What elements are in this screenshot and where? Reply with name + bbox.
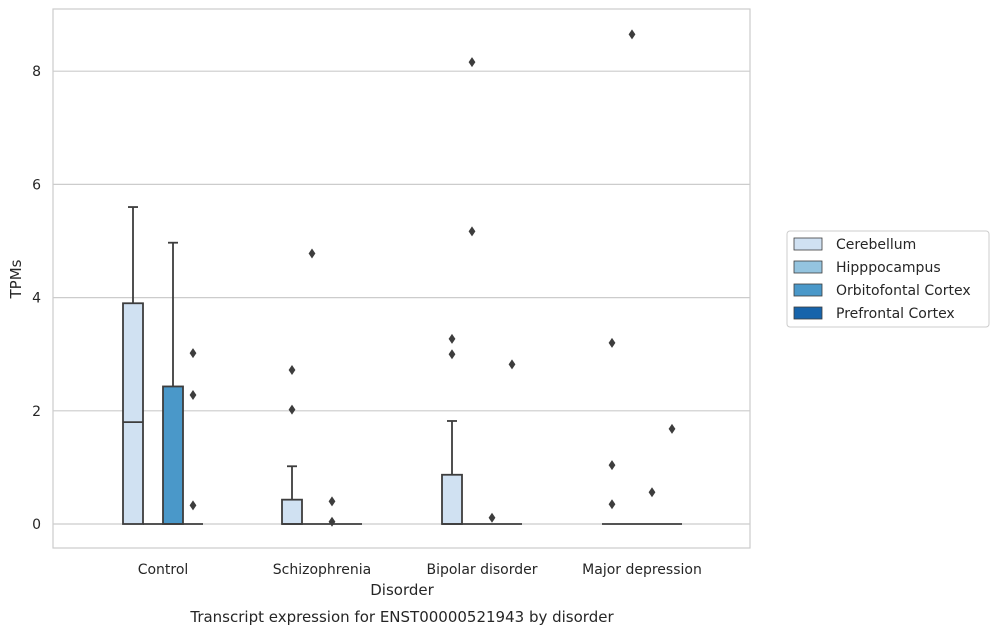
legend-frame [786, 230, 990, 328]
outlier-point [328, 516, 336, 527]
box-group [462, 57, 482, 525]
box-group [122, 206, 144, 525]
y-axis-title: TPMs [7, 259, 25, 299]
box-group [183, 348, 203, 525]
outlier-point [328, 496, 336, 507]
outlier-point [288, 404, 296, 415]
box-group [502, 359, 522, 525]
box-group [642, 487, 662, 525]
box [122, 302, 144, 525]
box-group [482, 512, 502, 525]
y-tick-label: 4 [32, 291, 41, 307]
outlier-point [508, 359, 516, 370]
box-group [602, 337, 622, 525]
legend-swatch [793, 260, 823, 274]
box-group [322, 496, 342, 527]
box-group [622, 29, 642, 525]
outlier-point [448, 349, 456, 360]
legend-label: Cerebellum [836, 237, 916, 253]
box-group [662, 423, 682, 525]
legend-label: Hipppocampus [836, 260, 941, 276]
x-tick-label: Control [138, 562, 189, 578]
y-axis-ticks: 0 2 4 6 8 [32, 64, 41, 533]
outlier-point [608, 499, 616, 510]
x-tick-label: Schizophrenia [273, 562, 371, 578]
box-group [441, 333, 463, 525]
outlier-point [468, 226, 476, 237]
y-tick-label: 8 [32, 64, 41, 80]
outlier-point [668, 423, 676, 434]
box [441, 473, 463, 525]
gridlines [53, 70, 750, 525]
outlier-point [628, 29, 636, 40]
y-tick-label: 2 [32, 404, 41, 420]
outlier-point [288, 365, 296, 376]
x-axis-title: Disorder [370, 581, 434, 599]
outlier-point [189, 348, 197, 359]
plot-area-frame [52, 8, 751, 549]
outlier-point [189, 389, 197, 400]
legend-label: Prefrontal Cortex [836, 306, 955, 322]
legend-swatch [793, 306, 823, 320]
box-group [302, 248, 322, 525]
outlier-point [608, 337, 616, 348]
outlier-point [648, 487, 656, 498]
chart-caption: Transcript expression for ENST0000052194… [189, 608, 614, 626]
y-tick-label: 0 [32, 517, 41, 533]
outlier-point [608, 460, 616, 471]
legend-swatch [793, 283, 823, 297]
outlier-point [308, 248, 316, 259]
legend-swatch [793, 237, 823, 251]
box-group [281, 365, 303, 525]
x-axis-ticks: Control Schizophrenia Bipolar disorder Majo… [138, 562, 702, 578]
box [281, 498, 303, 525]
box-series [122, 29, 682, 527]
legend-label: Orbitofontal Cortex [836, 283, 971, 299]
outlier-point [448, 333, 456, 344]
outlier-point [468, 57, 476, 68]
x-tick-label: Bipolar disorder [426, 562, 537, 578]
x-tick-label: Major depression [582, 562, 702, 578]
box-group [162, 241, 184, 525]
outlier-point [189, 500, 197, 511]
y-tick-label: 6 [32, 177, 41, 193]
outlier-point [488, 512, 496, 523]
legend: Cerebellum Hipppocampus Orbitofontal Corte… [786, 230, 990, 328]
box [162, 385, 184, 525]
